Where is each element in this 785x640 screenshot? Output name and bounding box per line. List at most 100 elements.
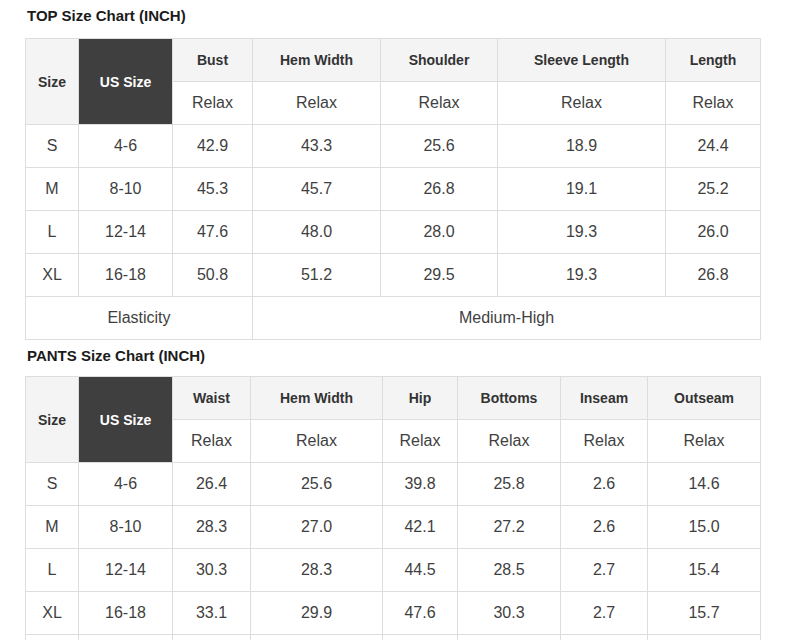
empty-cell [648,635,761,640]
measure-value-cell: 26.4 [173,463,251,506]
top-col-header-size: Size [26,39,79,125]
measure-value-cell: 28.3 [173,506,251,549]
top-chart-title: TOP Size Chart (INCH) [27,7,760,25]
top-col-header-length: Length [666,39,761,82]
size-cell: M [26,506,79,549]
measure-value-cell: 15.0 [648,506,761,549]
pants-col-header-us-size: US Size [79,377,173,463]
pants-col-header-bottoms: Bottoms [458,377,561,420]
measure-value-cell: 47.6 [383,592,458,635]
measure-value-cell: 2.7 [561,592,648,635]
us-size-cell: 12-14 [79,211,173,254]
us-size-cell: 4-6 [79,125,173,168]
us-size-cell: 16-18 [79,254,173,297]
table-row: S 4-6 26.4 25.6 39.8 25.8 2.6 14.6 [26,463,761,506]
measure-value-cell: 43.3 [253,125,381,168]
measure-value-cell: 26.0 [666,211,761,254]
top-size-table: Size US Size Bust Hem Width Shoulder Sle… [25,38,761,340]
table-row: M 8-10 28.3 27.0 42.1 27.2 2.6 15.0 [26,506,761,549]
measure-value-cell: 39.8 [383,463,458,506]
fit-type-cell: Relax [666,82,761,125]
measure-value-cell: 42.1 [383,506,458,549]
us-size-cell: 12-14 [79,549,173,592]
pants-col-header-inseam: Inseam [561,377,648,420]
fit-type-cell: Relax [253,82,381,125]
measure-value-cell: 19.3 [498,211,666,254]
empty-cell [251,635,383,640]
size-cell: L [26,549,79,592]
measure-value-cell: 30.3 [173,549,251,592]
size-cell: L [26,211,79,254]
measure-value-cell: 30.3 [458,592,561,635]
table-row: S 4-6 42.9 43.3 25.6 18.9 24.4 [26,125,761,168]
size-cell: S [26,463,79,506]
empty-cell [26,635,79,640]
size-cell: S [26,125,79,168]
table-row: M 8-10 45.3 45.7 26.8 19.1 25.2 [26,168,761,211]
pants-header-row: Size US Size Waist Hem Width Hip Bottoms… [26,377,761,420]
measure-value-cell: 25.6 [251,463,383,506]
fit-type-cell: Relax [381,82,498,125]
us-size-cell: 4-6 [79,463,173,506]
size-chart-page: TOP Size Chart (INCH) Size US Size Bust … [0,7,785,640]
top-header-row: Size US Size Bust Hem Width Shoulder Sle… [26,39,761,82]
measure-value-cell: 24.4 [666,125,761,168]
measure-value-cell: 47.6 [173,211,253,254]
us-size-cell: 16-18 [79,592,173,635]
pants-col-header-size: Size [26,377,79,463]
pants-col-header-hip: Hip [383,377,458,420]
measure-value-cell: 50.8 [173,254,253,297]
measure-value-cell: 25.2 [666,168,761,211]
measure-value-cell: 18.9 [498,125,666,168]
measure-value-cell: 2.6 [561,506,648,549]
measure-value-cell: 26.8 [666,254,761,297]
fit-type-cell: Relax [251,420,383,463]
measure-value-cell: 25.6 [381,125,498,168]
measure-value-cell: 28.3 [251,549,383,592]
cutoff-row [26,635,761,640]
us-size-cell: 8-10 [79,168,173,211]
table-row: L 12-14 30.3 28.3 44.5 28.5 2.7 15.4 [26,549,761,592]
fit-type-cell: Relax [173,82,253,125]
pants-col-header-waist: Waist [173,377,251,420]
measure-value-cell: 27.0 [251,506,383,549]
pants-size-table: Size US Size Waist Hem Width Hip Bottoms… [25,376,761,640]
measure-value-cell: 19.3 [498,254,666,297]
empty-cell [383,635,458,640]
pants-col-header-outseam: Outseam [648,377,761,420]
measure-value-cell: 42.9 [173,125,253,168]
measure-value-cell: 44.5 [383,549,458,592]
empty-cell [561,635,648,640]
measure-value-cell: 48.0 [253,211,381,254]
measure-value-cell: 25.8 [458,463,561,506]
size-cell: XL [26,592,79,635]
measure-value-cell: 33.1 [173,592,251,635]
table-row: XL 16-18 33.1 29.9 47.6 30.3 2.7 15.7 [26,592,761,635]
fit-type-cell: Relax [458,420,561,463]
measure-value-cell: 29.5 [381,254,498,297]
elasticity-row: Elasticity Medium-High [26,297,761,340]
measure-value-cell: 29.9 [251,592,383,635]
measure-value-cell: 26.8 [381,168,498,211]
fit-type-cell: Relax [173,420,251,463]
measure-value-cell: 2.7 [561,549,648,592]
size-cell: M [26,168,79,211]
measure-value-cell: 15.7 [648,592,761,635]
measure-value-cell: 2.6 [561,463,648,506]
top-col-header-shoulder: Shoulder [381,39,498,82]
fit-type-cell: Relax [498,82,666,125]
table-row: L 12-14 47.6 48.0 28.0 19.3 26.0 [26,211,761,254]
top-col-header-hem-width: Hem Width [253,39,381,82]
measure-value-cell: 45.3 [173,168,253,211]
measure-value-cell: 27.2 [458,506,561,549]
elasticity-value: Medium-High [253,297,761,340]
elasticity-label: Elasticity [26,297,253,340]
fit-type-cell: Relax [383,420,458,463]
measure-value-cell: 19.1 [498,168,666,211]
measure-value-cell: 14.6 [648,463,761,506]
table-row: XL 16-18 50.8 51.2 29.5 19.3 26.8 [26,254,761,297]
fit-type-cell: Relax [648,420,761,463]
empty-cell [173,635,251,640]
measure-value-cell: 45.7 [253,168,381,211]
top-col-header-sleeve-length: Sleeve Length [498,39,666,82]
